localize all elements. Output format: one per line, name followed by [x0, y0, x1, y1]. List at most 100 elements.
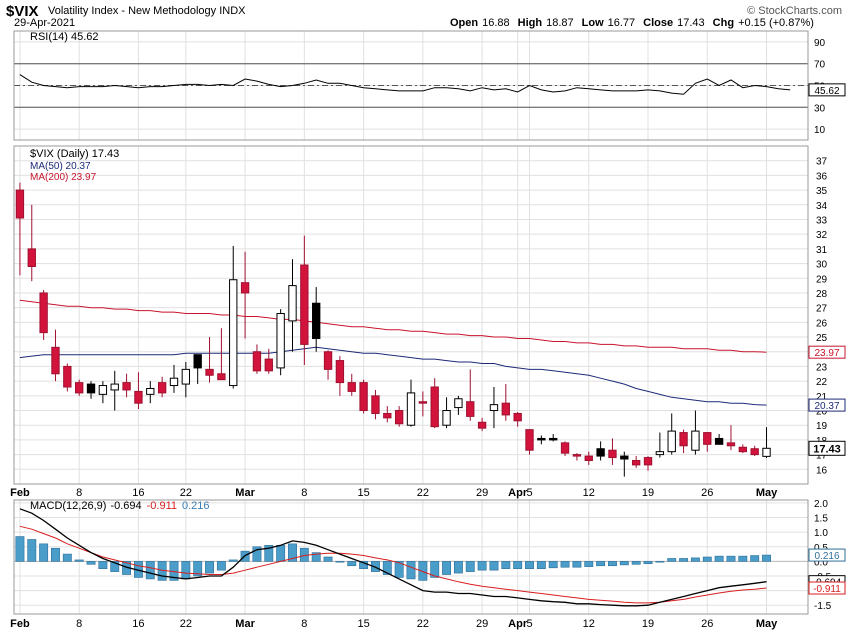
price-tick-label: 16 [816, 465, 828, 476]
x-tick-label: 8 [76, 487, 82, 499]
macd-legend-signal: -0.911 [147, 500, 177, 512]
rsi-tick-label: 90 [814, 38, 826, 49]
candle-body [726, 442, 736, 447]
ma200-line [19, 299, 767, 353]
close-current-tag: 17.43 [813, 443, 841, 455]
macd-histogram-bar [572, 561, 582, 568]
candle-body [335, 360, 345, 384]
chg-value: +0.15 (+0.87%) [738, 17, 814, 29]
candle-body [323, 351, 333, 370]
macd-histogram-bar [477, 561, 487, 571]
candle-body [418, 401, 428, 404]
chart-date: 29-Apr-2021 [14, 17, 75, 29]
macd-histogram-bar [288, 543, 297, 562]
candle-body [240, 282, 250, 294]
candle-body [549, 437, 558, 441]
rsi-panel: 103050709045.62 [13, 30, 846, 141]
price-tick-label: 29 [816, 274, 828, 285]
candle-body [430, 386, 439, 428]
macd-histogram-bar [714, 555, 724, 562]
x-tick-label: Apr [508, 618, 528, 630]
macd-histogram-bar [181, 561, 191, 580]
candle-body [312, 302, 321, 340]
macd-histogram-bar [252, 546, 262, 562]
candle-body [252, 351, 262, 372]
candle-body [667, 430, 676, 453]
signal-current-tag: -0.911 [813, 584, 841, 595]
high-value: 18.87 [546, 17, 574, 29]
macd-histogram-bar [596, 561, 606, 567]
x-tick-label: 22 [417, 618, 429, 630]
macd-histogram-bar [335, 561, 345, 563]
price-tick-label: 35 [816, 186, 828, 197]
candle-body [655, 451, 665, 456]
macd-histogram-bar [726, 555, 736, 562]
candle-body [679, 432, 688, 447]
macd-histogram-bar [311, 552, 321, 562]
candle-body [110, 383, 119, 391]
x-tick-label: 16 [132, 618, 144, 630]
candle-body [193, 354, 202, 369]
macd-histogram-bar [619, 561, 629, 566]
ohlc-readout: Open 16.88 High 18.87 Low 16.77 Close 17.43 Chg +… [450, 17, 814, 29]
candle-body [229, 279, 238, 387]
candle-body [584, 455, 593, 461]
price-legend-text: $VIX (Daily) 17.43 [30, 148, 119, 160]
price-tick-label: 27 [816, 304, 828, 315]
ticker-name: Volatility Index - New Methodology INDX [48, 5, 246, 17]
candle-body [383, 412, 392, 419]
candle-body [537, 437, 546, 441]
macd-histogram-bar [430, 561, 440, 578]
macd-tick-label: 0.5 [814, 543, 828, 554]
low-value: 16.77 [608, 17, 636, 29]
ma200-current-tag-box [808, 345, 846, 359]
price-frame [13, 145, 809, 485]
macd-histogram-bar [193, 561, 203, 577]
x-tick-label: 19 [642, 487, 654, 499]
macd-histogram-bar [51, 547, 60, 562]
macd-histogram-bar [39, 543, 49, 562]
candle-body [371, 395, 380, 414]
rsi-legend-text: RSI(14) 45.62 [30, 31, 98, 43]
macd-histogram-bar [98, 561, 108, 569]
x-tick-label: 8 [76, 618, 82, 630]
high-label: High [518, 17, 543, 29]
macd-histogram-bar [370, 561, 380, 572]
candle-body [146, 387, 155, 395]
macd-histogram-bar [347, 561, 357, 567]
candle-body [714, 437, 724, 445]
candle-body [347, 382, 356, 392]
signal-line [19, 525, 767, 604]
macd-histogram-bar [608, 561, 617, 567]
x-tick-label: 15 [357, 618, 369, 630]
macd-histogram-bar [442, 561, 452, 575]
price-tick-label: 17 [816, 451, 828, 462]
macd-histogram-bar [465, 561, 475, 572]
macd-histogram-bar [584, 561, 594, 567]
x-tick-label: 29 [476, 487, 488, 499]
macd-histogram-bar [323, 556, 333, 562]
macd-panel: Feb 8 16 22 Mar 8 15 22 29 Apr 5 12 19 26 May 2.0 1.5 1.0… [10, 499, 846, 630]
candle-body [169, 377, 179, 387]
macd-tick-label: 0.0 [814, 557, 828, 568]
ma50-legend-text: MA(50) 20.37 [30, 161, 91, 172]
macd-histogram-bar [418, 561, 428, 581]
ma50-current-tag: 20.37 [814, 401, 839, 412]
macd-histogram-bar [74, 559, 84, 562]
macd-histogram-bar [15, 536, 25, 562]
x-tick-label: 8 [301, 487, 307, 499]
macd-histogram-bar [228, 559, 238, 562]
candle-body [15, 189, 25, 219]
x-tick-label: 22 [417, 487, 429, 499]
x-tick-label: 5 [526, 487, 532, 499]
macd-legend-text: MACD(12,26,9) -0.694 -0.911 0.216 [30, 500, 210, 512]
macd-legend: MACD(12,26,9) -0.694 -0.911 0.216 [30, 500, 210, 512]
x-tick-label: May [756, 618, 778, 630]
open-label: Open [450, 17, 478, 29]
x-tick-label: 29 [476, 618, 488, 630]
x-tick-label: 8 [301, 618, 307, 630]
candle-body [264, 358, 273, 372]
x-tick-label: 26 [701, 618, 713, 630]
candle-body [691, 430, 700, 451]
